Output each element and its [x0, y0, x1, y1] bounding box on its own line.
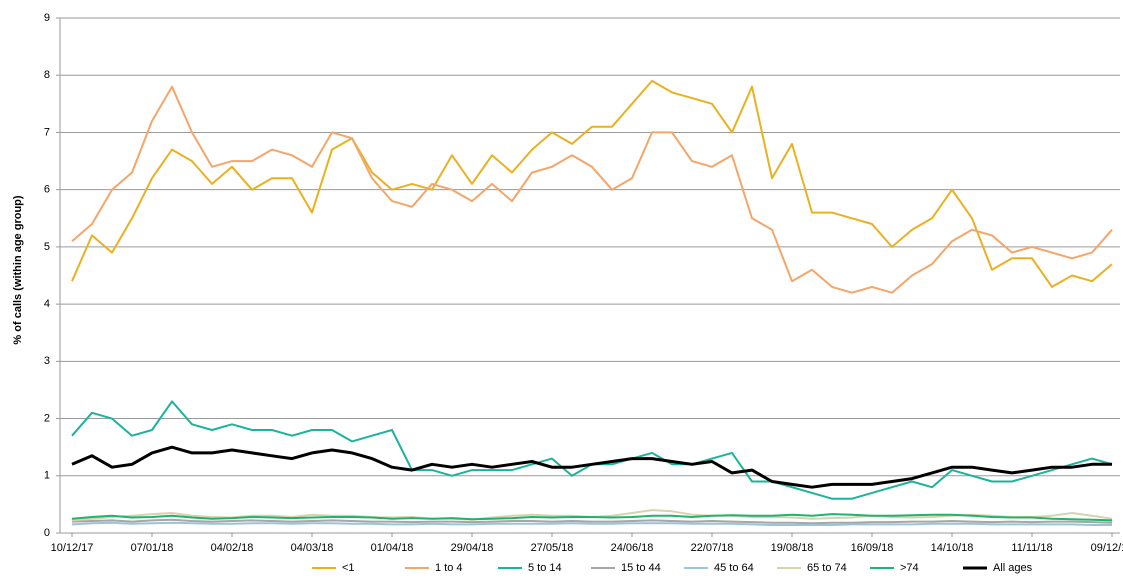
x-tick-label: 11/11/18: [1011, 542, 1052, 554]
y-tick-label: 0: [44, 527, 50, 539]
x-tick-label: 19/08/18: [771, 542, 814, 554]
x-tick-label: 01/04/18: [371, 542, 414, 554]
x-tick-label: 07/01/18: [131, 542, 174, 554]
series-line: [71, 518, 1113, 525]
legend-label: >74: [900, 562, 919, 574]
x-tick-label: 04/03/18: [291, 542, 334, 554]
legend-label: 45 to 64: [714, 562, 754, 574]
legend-label: All ages: [993, 562, 1033, 574]
legend-label: <1: [342, 562, 355, 574]
x-tick-label: 22/07/18: [691, 542, 734, 554]
y-tick-label: 4: [44, 298, 50, 310]
legend-label: 5 to 14: [528, 562, 562, 574]
legend-label: 1 to 4: [435, 562, 463, 574]
y-tick-label: 3: [44, 355, 50, 367]
x-tick-label: 14/10/18: [931, 542, 974, 554]
series-line: [71, 521, 1112, 526]
series-line: [71, 513, 1113, 522]
y-tick-label: 7: [44, 126, 50, 138]
x-tick-label: 29/04/18: [451, 542, 494, 554]
legend-label: 65 to 74: [807, 562, 847, 574]
series-line: [71, 85, 1113, 294]
x-tick-label: 16/09/18: [851, 542, 894, 554]
y-axis-label: % of calls (within age group): [12, 195, 24, 344]
x-tick-label: 27/05/18: [531, 542, 574, 554]
series-line: [71, 445, 1112, 489]
y-tick-label: 1: [44, 470, 50, 482]
series-line: [71, 79, 1113, 288]
y-tick-label: 9: [44, 12, 50, 24]
x-tick-label: 04/02/18: [211, 542, 254, 554]
y-tick-label: 5: [44, 241, 50, 253]
x-tick-label: 09/12/18: [1091, 542, 1123, 554]
y-tick-label: 8: [44, 69, 50, 81]
y-tick-label: 6: [44, 184, 50, 196]
x-tick-label: 10/12/17: [51, 542, 94, 554]
x-tick-label: 24/06/18: [611, 542, 654, 554]
y-tick-label: 2: [44, 412, 50, 424]
legend-label: 15 to 44: [621, 562, 661, 574]
